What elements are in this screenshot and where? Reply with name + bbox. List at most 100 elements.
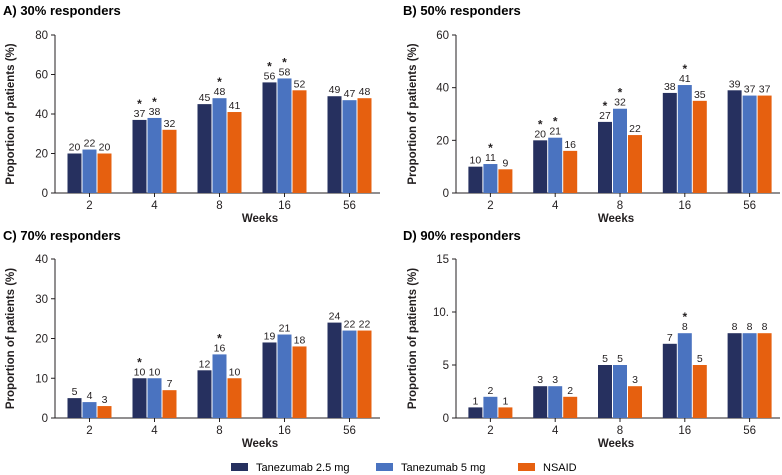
legend-label-tanezumab-2-5: Tanezumab 2.5 mg [256,462,350,474]
panel-b-data-label: 41 [679,73,691,85]
panel-b-bar [757,95,772,193]
panel-d-bar [613,365,627,418]
panel-d-y-axis-label: Proportion of patients (%) [407,268,419,409]
panel-d-y-tick-label: 5 [443,360,449,372]
panel-c-bar [292,346,307,418]
panel-c-data-label: 22 [344,319,356,331]
panel-c-bar [357,330,372,418]
panel-d-data-label: 3 [537,374,543,386]
panel-c-y-tick-label: 40 [35,254,48,266]
legend-label-nsaid: NSAID [543,462,577,474]
panel-c-significance-star: * [217,331,222,345]
panel-a-y-tick-label: 20 [35,149,48,161]
panel-a-y-tick-label: 40 [35,109,48,121]
panel-a-y-tick-label: 60 [35,70,48,82]
panel-c-bar [82,402,97,418]
panel-c-y-tick-label: 20 [35,334,48,346]
panel-d-x-tick-label: 16 [678,425,691,437]
panel-d-data-label: 3 [632,374,638,386]
panel-b-x-tick-label: 2 [487,200,493,212]
panel-b-bar [613,108,627,193]
panel-d-bar [662,343,677,418]
panel-d-data-label: 5 [602,353,608,365]
panel-d-x-tick-label: 8 [617,425,623,437]
panel-c-x-tick-label: 2 [86,425,92,437]
panel-b-data-label: 39 [729,78,741,90]
panel-d-bar [757,333,772,418]
panel-a-x-tick-label: 4 [151,200,158,212]
panel-c-y-tick-label: 10 [35,373,48,385]
panel-b-data-label: 20 [534,128,546,140]
panel-c-bar [197,370,212,418]
panel-a-bar [132,119,147,193]
panel-d-data-label: 2 [487,385,493,397]
panel-c-bar [262,342,277,418]
panel-b-bar [677,85,692,193]
panel-b-x-axis-label: Weeks [598,213,634,225]
panel-b-y-axis-label: Proportion of patients (%) [407,43,419,184]
panel-a-data-label: 56 [264,70,276,82]
panel-b-significance-star: * [682,62,687,76]
panel-c-data-label: 19 [264,330,276,342]
panel-c-x-tick-label: 8 [216,425,222,437]
panel-d-y-tick-label: 10. [433,307,449,319]
panel-d-bar [677,333,692,418]
panel-a-data-label: 52 [294,78,306,90]
panel-d-x-tick-label: 2 [487,425,493,437]
panel-c-y-axis-label: Proportion of patients (%) [5,268,17,409]
panel-d-data-label: 2 [567,385,573,397]
panel-a-title: A) 30% responders [3,3,121,18]
panel-b-data-label: 27 [599,110,611,122]
panel-c-data-label: 24 [329,311,341,323]
panel-a-bar [97,153,112,193]
panel-a-y-tick-label: 0 [42,188,48,200]
panel-b-x-tick-label: 4 [552,200,559,212]
panel-a-bar [342,100,357,193]
panel-a-x-tick-label: 56 [343,200,356,212]
panel-a-data-label: 37 [134,108,146,120]
panel-a-data-label: 47 [344,88,356,100]
panel-b-data-label: 37 [759,84,771,96]
panel-b-data-label: 10 [470,155,482,167]
panel-d-bar [727,333,742,418]
panel-d-bar [548,386,563,418]
panel-c-x-tick-label: 56 [343,425,356,437]
panel-a-bar [227,112,242,193]
panel-a-significance-star: * [282,55,287,69]
panel-d-data-label: 8 [747,321,753,333]
panel-b-bar [498,169,513,193]
panel-d-significance-star: * [682,310,687,324]
panel-c-y-tick-label: 30 [35,294,48,306]
panel-a-x-tick-label: 2 [86,200,92,212]
panel-d-data-label: 7 [667,332,673,344]
panel-c-data-label: 10 [134,366,146,378]
panel-d-data-label: 8 [732,321,738,333]
panel-c-x-tick-label: 16 [278,425,291,437]
panel-c-x-tick-label: 4 [151,425,158,437]
legend-swatch-tanezumab-2-5 [231,463,248,471]
panel-b-y-tick-label: 40 [436,83,449,95]
panel-c-bar [327,322,342,418]
panel-a-bar [357,98,372,193]
panel-c-title: C) 70% responders [3,228,121,243]
panel-b-y-tick-label: 60 [436,30,449,42]
panel-d-bar [742,333,757,418]
panel-b-bar [483,164,498,193]
panel-b-x-tick-label: 8 [617,200,623,212]
panel-d-bar [598,365,612,418]
panel-a-bar [277,78,292,193]
panel-b-significance-star: * [538,117,543,131]
panel-a-bar [292,90,307,193]
panel-a-significance-star: * [137,97,142,111]
panel-b-significance-star: * [618,86,623,100]
panel-b-x-tick-label: 16 [678,200,691,212]
panel-a-data-label: 49 [329,84,341,96]
panel-a-data-label: 32 [164,118,176,130]
panel-b-significance-star: * [553,115,558,129]
panel-a-significance-star: * [217,75,222,89]
panel-c-bar [277,334,292,418]
